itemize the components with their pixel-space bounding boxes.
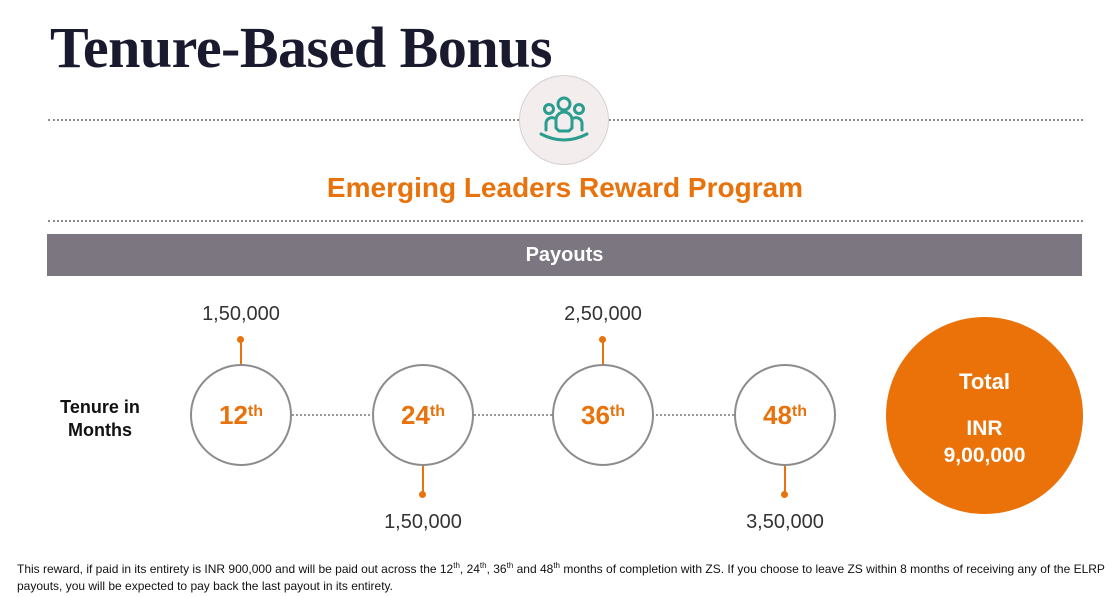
payouts-header-bar: Payouts bbox=[47, 234, 1082, 276]
payout-amount-24: 1,50,000 bbox=[384, 511, 462, 533]
payout-amount-48: 3,50,000 bbox=[746, 511, 824, 533]
milestone-number: 12 bbox=[218, 399, 248, 430]
connector-stem bbox=[240, 339, 242, 364]
team-group-icon bbox=[539, 96, 589, 142]
milestone-suffix: th bbox=[609, 403, 626, 420]
milestone-number: 24 bbox=[400, 399, 430, 430]
payout-amount-12: 1,50,000 bbox=[202, 303, 280, 325]
total-circle: Total INR 9,00,000 bbox=[886, 317, 1083, 514]
connector-stem bbox=[602, 339, 604, 364]
footnote-text: This reward, if paid in its entirety is … bbox=[17, 562, 454, 576]
total-currency: INR bbox=[966, 417, 1003, 440]
middle-divider bbox=[48, 220, 1083, 222]
connector-stem bbox=[422, 466, 424, 494]
connector-stem bbox=[784, 466, 786, 494]
milestone-number: 36 bbox=[580, 399, 610, 430]
footnote-sup: th bbox=[479, 561, 487, 570]
total-amount: 9,00,000 bbox=[943, 444, 1026, 467]
footnote-text: , 36 bbox=[486, 562, 507, 576]
footnote-text: months of completion with ZS. If you cho… bbox=[17, 562, 1105, 593]
footnote: This reward, if paid in its entirety is … bbox=[17, 557, 1107, 595]
payouts-header-label: Payouts bbox=[525, 243, 604, 266]
timeline-connector bbox=[656, 414, 734, 416]
milestone-suffix: th bbox=[247, 403, 264, 420]
tenure-label: Tenure in Months bbox=[60, 397, 140, 440]
footnote-sup: th bbox=[553, 561, 560, 570]
footnote-sup: th bbox=[453, 561, 460, 570]
milestone-suffix: th bbox=[429, 403, 446, 420]
connector-dot bbox=[419, 491, 426, 498]
total-value: INR 9,00,000 bbox=[886, 415, 1083, 469]
footnote-sup: th bbox=[506, 561, 514, 570]
connector-dot bbox=[781, 491, 788, 498]
footnote-text: and 48 bbox=[513, 562, 554, 576]
team-icon-circle bbox=[519, 75, 609, 165]
timeline-connector bbox=[292, 414, 370, 416]
footnote-text: , 24 bbox=[459, 562, 480, 576]
payout-amount-36: 2,50,000 bbox=[564, 303, 642, 325]
milestone-number: 48 bbox=[762, 399, 792, 430]
page-title: Tenure-Based Bonus bbox=[50, 15, 552, 80]
program-title: Emerging Leaders Reward Program bbox=[326, 172, 804, 203]
milestone-suffix: th bbox=[791, 403, 808, 420]
timeline-connector bbox=[474, 414, 552, 416]
total-label: Total bbox=[959, 369, 1010, 394]
